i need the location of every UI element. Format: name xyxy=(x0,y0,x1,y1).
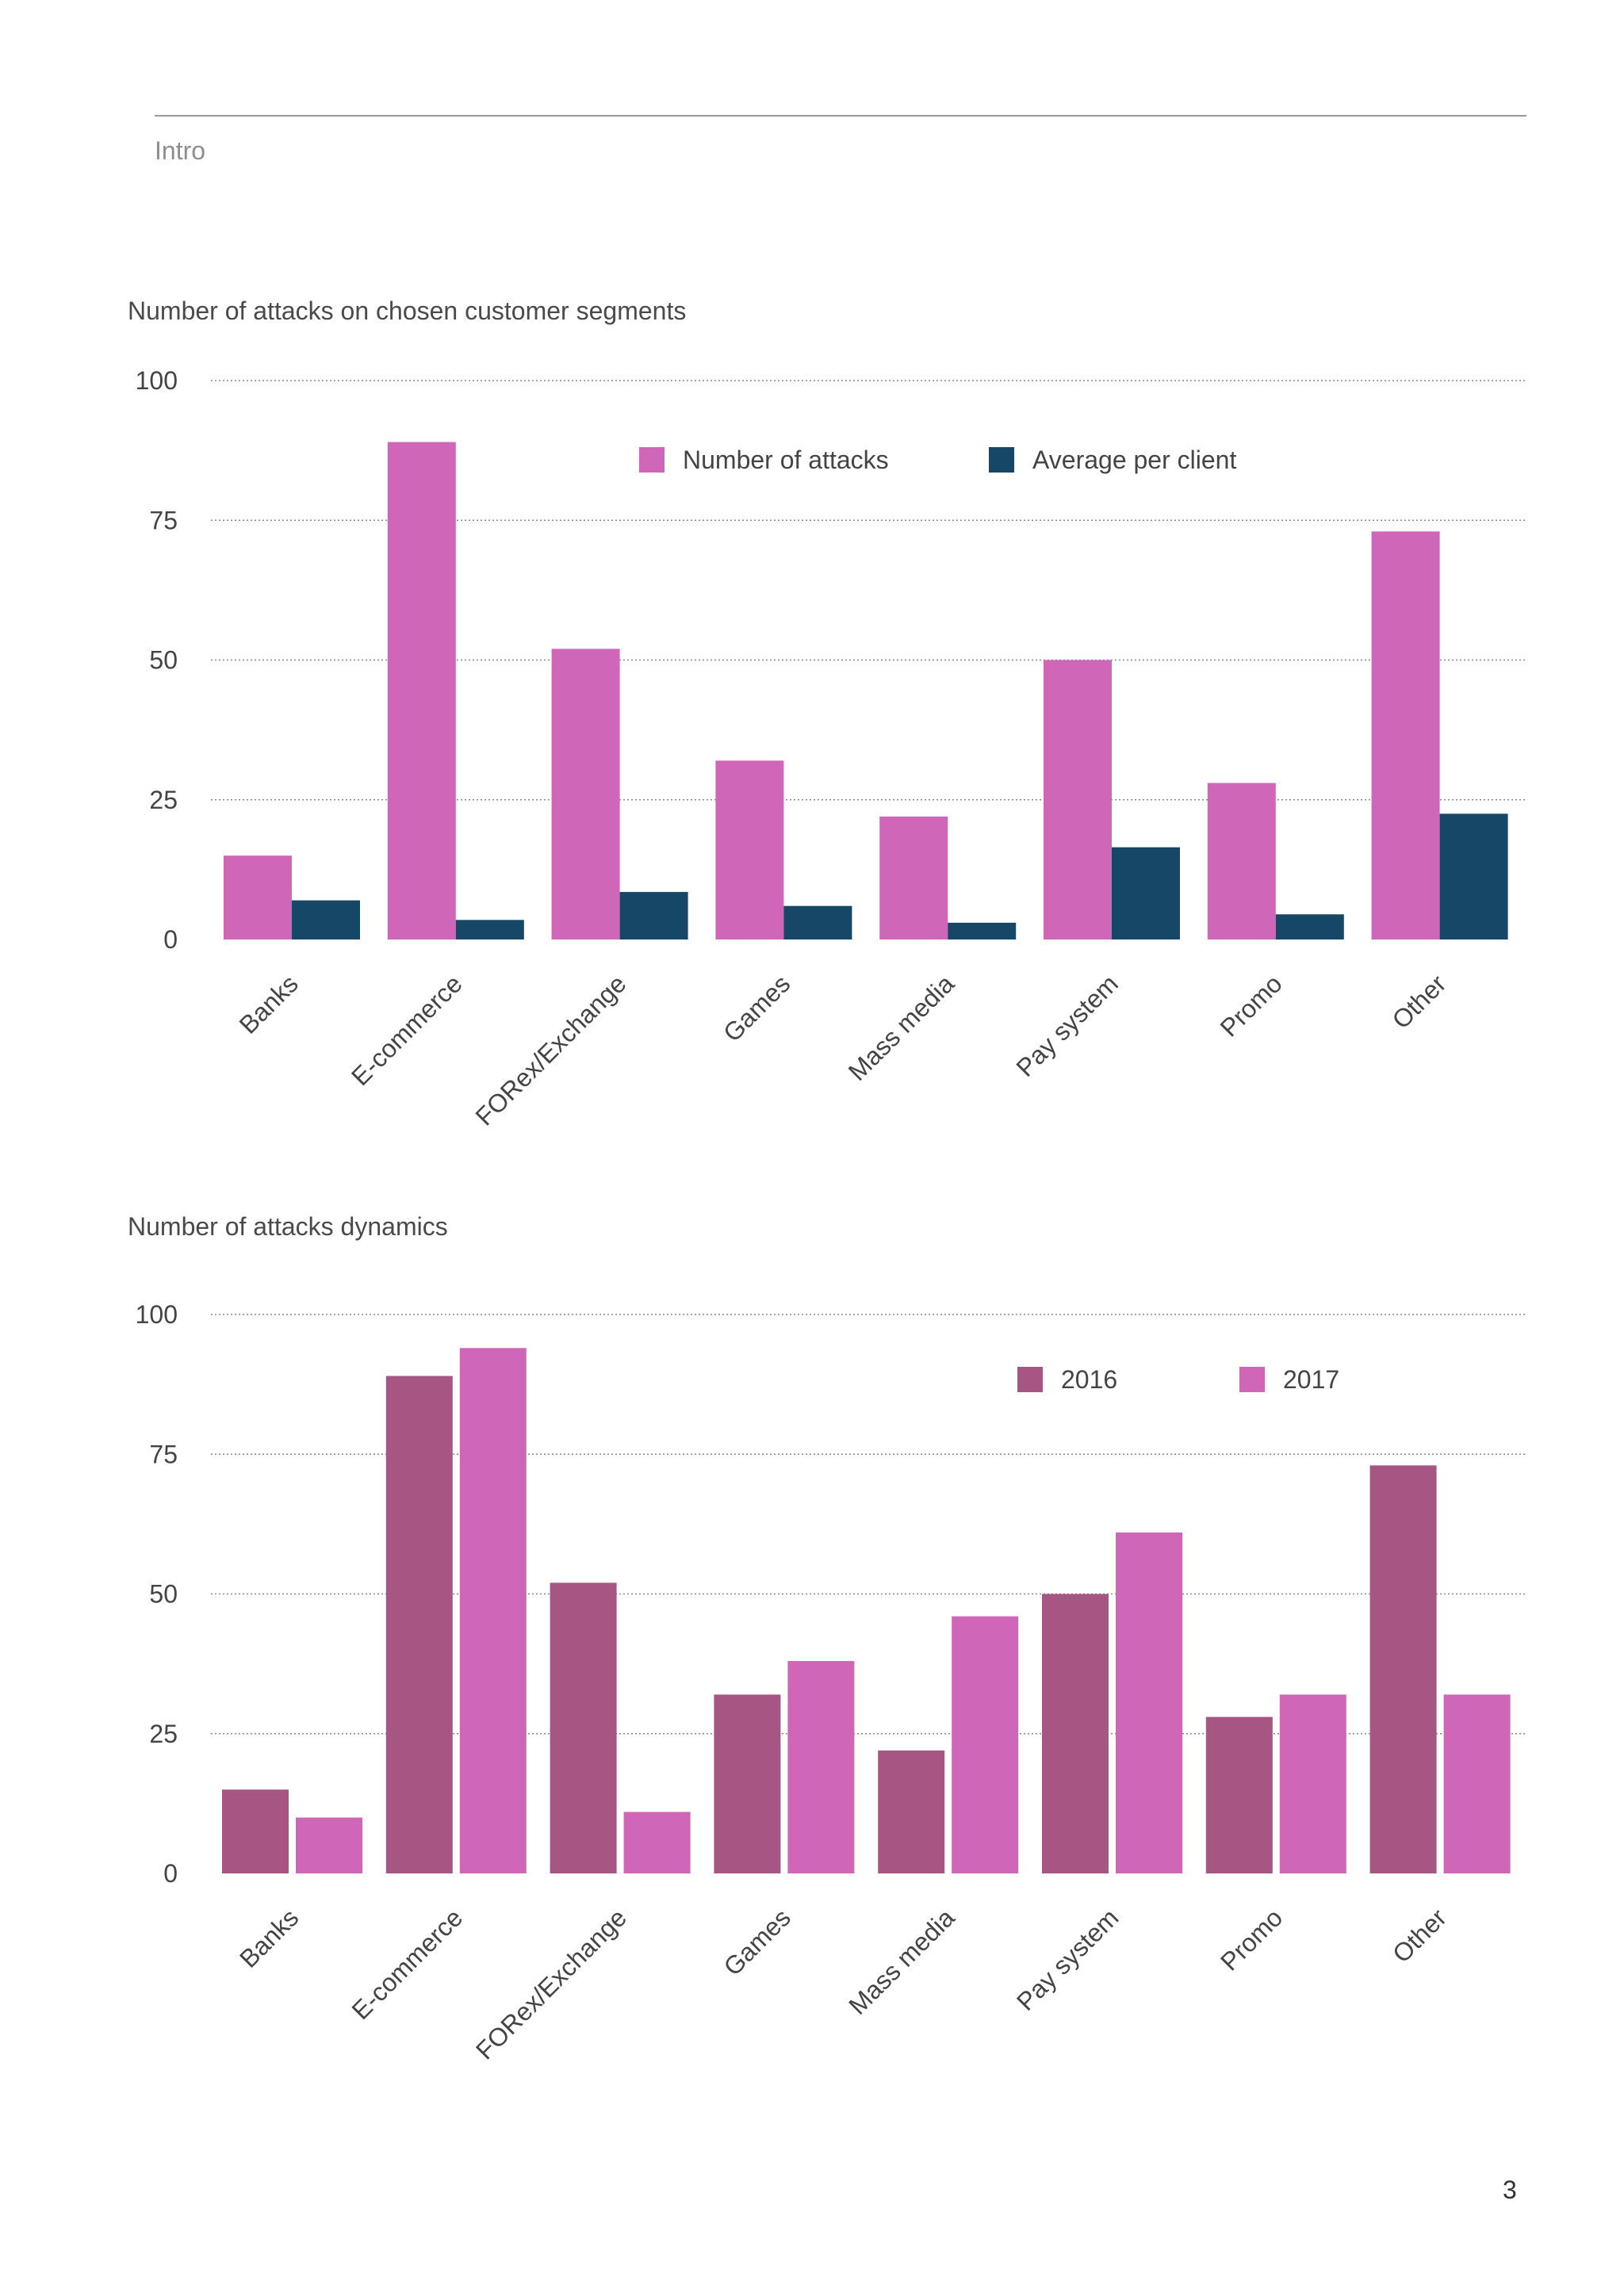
x-tick-label: Banks xyxy=(234,1903,304,1973)
y-tick-label: 50 xyxy=(149,646,178,675)
chart2-title: Number of attacks dynamics xyxy=(128,1212,448,1241)
x-tick-label: E-commerce xyxy=(347,1903,469,2025)
x-tick-label: Mass media xyxy=(843,1903,960,2020)
bar-mass-media-series-2 xyxy=(952,1616,1019,1873)
bar-banks-series-2 xyxy=(296,1817,362,1873)
bar-forex-exchange-series-1 xyxy=(551,649,620,939)
y-tick-label: 25 xyxy=(149,786,178,814)
bar-mass-media-series-1 xyxy=(878,1750,945,1873)
legend-label: 2016 xyxy=(1061,1365,1117,1394)
legend-label: Number of attacks xyxy=(683,446,889,474)
bar-e-commerce-series-2 xyxy=(459,1348,527,1873)
header-rule xyxy=(155,115,1526,117)
x-tick-label: Pay system xyxy=(1011,1903,1124,2015)
section-label: Intro xyxy=(155,136,206,165)
bar-other-series-1 xyxy=(1371,531,1440,939)
bar-e-commerce-series-2 xyxy=(455,920,524,939)
bar-games-series-1 xyxy=(714,1694,781,1873)
legend-swatch xyxy=(1017,1367,1043,1392)
bar-other-series-2 xyxy=(1439,813,1508,939)
bar-promo-series-1 xyxy=(1205,1716,1273,1873)
legend-label: Average per client xyxy=(1032,446,1236,474)
bar-promo-series-1 xyxy=(1207,783,1276,939)
y-tick-label: 25 xyxy=(149,1720,178,1748)
x-tick-label: Other xyxy=(1387,969,1452,1034)
y-tick-label: 100 xyxy=(136,366,178,395)
x-tick-label: FORex/Exchange xyxy=(470,969,632,1131)
x-tick-label: Promo xyxy=(1215,969,1288,1042)
bar-mass-media-series-1 xyxy=(879,816,948,939)
bar-pay-system-series-1 xyxy=(1042,1594,1109,1873)
bar-promo-series-2 xyxy=(1275,914,1344,939)
y-tick-label: 75 xyxy=(149,1440,178,1468)
bar-e-commerce-series-1 xyxy=(387,442,456,939)
x-tick-label: FORex/Exchange xyxy=(470,1903,632,2064)
x-tick-label: E-commerce xyxy=(346,969,468,1091)
x-tick-label: Mass media xyxy=(843,969,960,1086)
x-tick-label: Promo xyxy=(1215,1903,1288,1976)
y-tick-label: 100 xyxy=(136,1300,178,1329)
y-tick-label: 50 xyxy=(149,1580,178,1609)
bar-promo-series-2 xyxy=(1279,1694,1346,1873)
attacks-segments-chart: 0 25 50 75 100 Banks E-commerce FORex/Exchange G… xyxy=(136,366,1526,1131)
bar-pay-system-series-2 xyxy=(1116,1532,1182,1873)
y-tick-label: 0 xyxy=(163,925,178,954)
legend-swatch xyxy=(989,447,1014,473)
x-tick-label: Banks xyxy=(234,969,304,1039)
legend-swatch xyxy=(1239,1367,1265,1392)
bar-forex-exchange-series-2 xyxy=(619,892,688,939)
bar-games-series-2 xyxy=(783,905,852,939)
y-tick-label: 75 xyxy=(149,506,178,534)
chart1-title: Number of attacks on chosen customer seg… xyxy=(128,297,687,325)
bar-other-series-2 xyxy=(1443,1694,1511,1873)
bar-games-series-2 xyxy=(787,1661,855,1873)
x-tick-label: Games xyxy=(718,969,795,1047)
bar-other-series-1 xyxy=(1369,1465,1437,1873)
bar-pay-system-series-1 xyxy=(1044,660,1112,939)
bar-banks-series-1 xyxy=(222,1789,289,1873)
page-number: 3 xyxy=(1503,2175,1517,2204)
x-tick-label: Pay system xyxy=(1011,969,1124,1081)
bar-banks-series-2 xyxy=(292,900,360,939)
x-tick-label: Other xyxy=(1387,1903,1452,1968)
legend-label: 2017 xyxy=(1283,1365,1339,1394)
bar-games-series-1 xyxy=(715,760,784,939)
bar-forex-exchange-series-2 xyxy=(623,1812,691,1873)
bar-forex-exchange-series-1 xyxy=(550,1582,617,1873)
legend-swatch xyxy=(639,447,665,473)
x-tick-label: Games xyxy=(718,1903,795,1980)
attacks-dynamics-chart: 0 25 50 75 100 Banks E-commerce FORex/Exchange G… xyxy=(136,1300,1526,2065)
bar-banks-series-1 xyxy=(224,855,292,939)
y-tick-label: 0 xyxy=(163,1859,178,1888)
bar-mass-media-series-2 xyxy=(948,922,1017,939)
bar-pay-system-series-2 xyxy=(1112,847,1180,939)
bar-e-commerce-series-1 xyxy=(385,1376,453,1873)
